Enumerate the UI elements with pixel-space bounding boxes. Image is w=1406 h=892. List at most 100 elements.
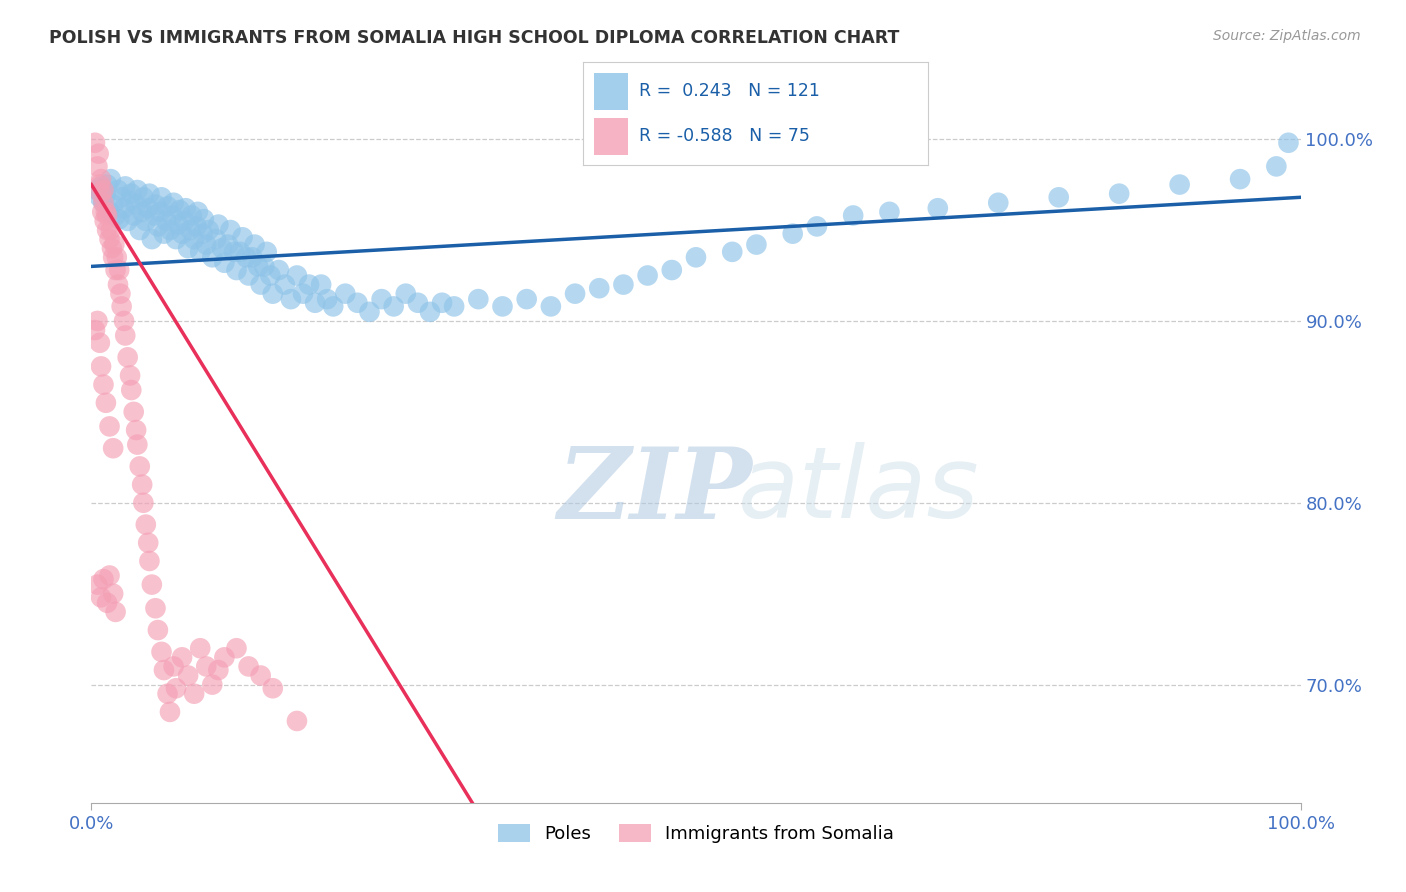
Point [93,195,115,210]
Point [114,328,136,343]
Point [153,663,176,677]
Point [162,209,184,223]
Point [235,250,257,264]
Point [187,204,209,219]
Point [141,232,163,246]
Point [96,178,118,192]
Point [167,218,190,232]
Point [540,299,562,313]
Point [183,232,205,246]
Point [131,477,153,491]
Point [98,419,121,434]
Point [259,268,281,283]
Point [262,286,284,301]
Point [101,587,124,601]
Point [419,305,441,319]
Point [84,323,107,337]
Point [274,277,297,292]
Point [612,277,634,292]
Point [169,202,191,217]
Point [100,172,122,186]
Point [782,227,804,241]
Point [104,605,127,619]
Point [382,299,405,313]
Point [225,641,247,656]
Point [285,714,308,728]
Point [172,650,194,665]
Point [395,286,418,301]
Point [120,383,142,397]
Point [90,179,112,194]
Point [661,263,683,277]
Point [107,277,129,292]
Point [193,212,215,227]
Point [103,237,125,252]
Point [93,195,115,210]
Point [879,204,901,219]
Point [243,237,266,252]
Point [298,277,321,292]
Point [105,250,128,264]
Point [135,517,157,532]
Point [141,577,163,591]
Point [214,650,236,665]
Text: R =  0.243   N = 121: R = 0.243 N = 121 [638,82,820,100]
Point [112,201,135,215]
Point [90,359,112,374]
Point [84,136,107,150]
Point [135,214,157,228]
Point [249,668,271,682]
Point [89,190,111,204]
Point [205,232,228,246]
Point [197,223,219,237]
Point [86,160,108,174]
Point [247,260,270,274]
Point [150,190,173,204]
Point [219,223,242,237]
Point [430,295,453,310]
Point [156,199,179,213]
Point [322,299,344,313]
Point [201,250,224,264]
Point [138,186,160,201]
Point [238,268,260,283]
Point [564,286,586,301]
Point [231,230,253,244]
Point [159,223,181,237]
Point [637,268,659,283]
Point [1168,178,1191,192]
Point [96,223,118,237]
Point [98,568,121,582]
Point [101,197,124,211]
Point [87,146,110,161]
Point [207,663,229,677]
Bar [593,118,628,155]
Point [120,194,142,208]
Point [94,396,117,410]
Point [165,681,187,696]
Point [145,197,167,211]
Point [93,572,115,586]
Point [122,209,145,223]
Point [101,250,124,264]
Point [188,641,211,656]
Point [370,292,392,306]
Point [93,377,115,392]
Point [267,263,290,277]
Point [467,292,489,306]
Point [138,554,160,568]
Point [111,299,132,313]
Point [443,299,465,313]
Point [111,190,132,204]
Legend: Poles, Immigrants from Somalia: Poles, Immigrants from Somalia [491,817,901,850]
Point [256,244,278,259]
Point [346,295,368,310]
Point [188,244,211,259]
Point [107,183,129,197]
Point [253,260,276,274]
Point [240,250,263,264]
Point [1108,186,1130,201]
Point [110,286,132,301]
Text: atlas: atlas [738,442,980,540]
Point [262,681,284,696]
